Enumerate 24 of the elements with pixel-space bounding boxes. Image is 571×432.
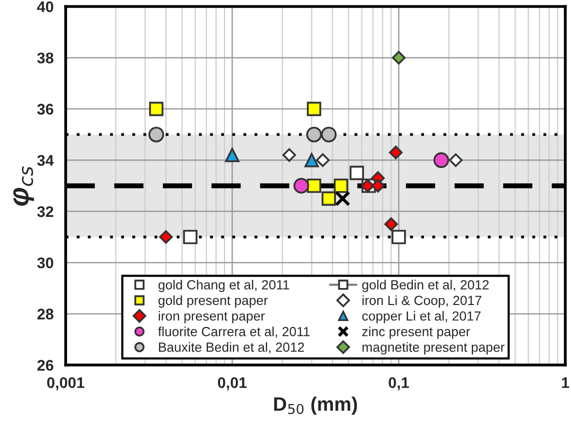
x-tick-label: 0,1 xyxy=(388,377,409,390)
x-axis-title: D$_{50}$ (mm) xyxy=(274,396,357,415)
y-axis-title: φ$_{cs}$ xyxy=(13,166,34,206)
legend-label: zinc present paper xyxy=(362,326,470,339)
y-tick-label: 28 xyxy=(37,308,54,320)
y-tick-label: 34 xyxy=(37,155,54,166)
y-tick-label: 30 xyxy=(37,257,54,268)
y-tick-label: 40 xyxy=(37,1,54,12)
legend-label: gold Bedin et al, 2012 xyxy=(362,280,489,292)
y-tick-label: 32 xyxy=(37,206,54,218)
y-tick-label: 26 xyxy=(37,360,54,371)
y-tick-label: 36 xyxy=(37,104,54,115)
legend-label: fluorite Carrera et al, 2011 xyxy=(158,326,310,338)
y-tick-label: 38 xyxy=(37,52,54,64)
legend-label: gold present paper xyxy=(158,295,268,308)
legend-label: iron Li & Coop, 2017 xyxy=(362,295,482,308)
legend-label: iron present paper xyxy=(158,310,265,324)
legend-label: copper Li et al, 2017 xyxy=(362,310,481,324)
legend-label: gold Chang et al, 2011 xyxy=(158,280,290,292)
x-tick-label: 0,001 xyxy=(47,377,84,390)
legend-label: Bauxite Bedin et al, 2012 xyxy=(159,342,304,354)
x-tick-label: 1 xyxy=(562,377,570,388)
x-tick-label: 0,01 xyxy=(218,377,247,390)
legend-label: magnetite present paper xyxy=(362,342,504,354)
